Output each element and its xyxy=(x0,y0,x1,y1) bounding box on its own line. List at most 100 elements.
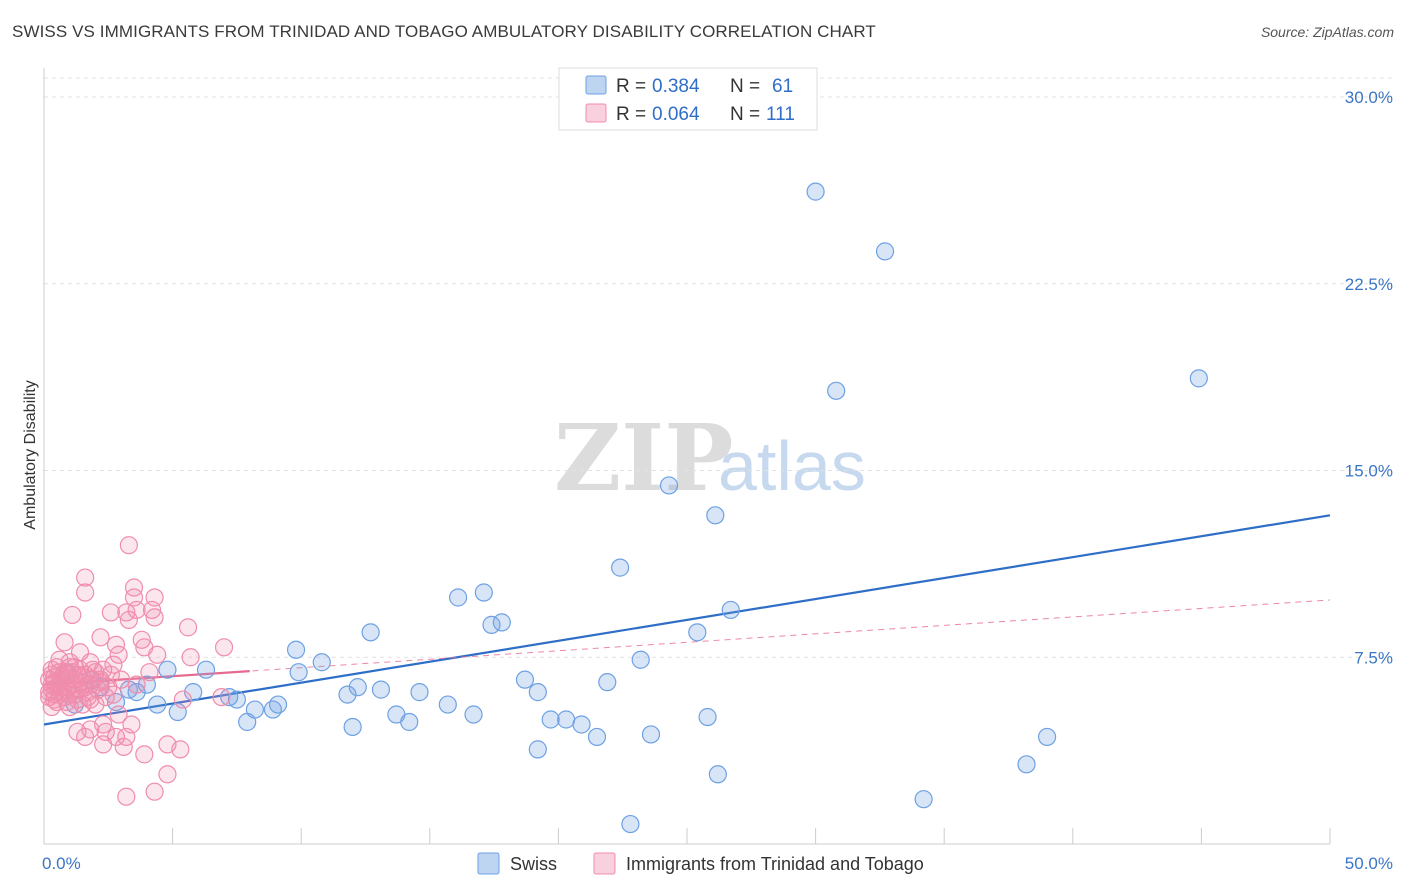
x-tick-label: 0.0% xyxy=(42,854,81,873)
tt-point xyxy=(55,633,74,652)
legend-swatch-swiss xyxy=(585,75,607,95)
tt-point xyxy=(109,705,128,724)
swiss-point xyxy=(127,683,146,702)
swiss-point xyxy=(492,613,511,632)
swiss-point xyxy=(1037,727,1057,747)
y-tick-label: 30.0% xyxy=(1345,88,1393,107)
tt-point xyxy=(119,610,138,630)
legend-swatch-tt xyxy=(585,103,607,123)
tt-point xyxy=(114,737,133,756)
swiss-point xyxy=(806,182,825,201)
legend-n-value: 111 xyxy=(766,104,795,125)
swiss-point xyxy=(148,695,167,714)
tt-trend-line-dashed xyxy=(43,599,1331,686)
swiss-point xyxy=(721,600,740,620)
swiss-point xyxy=(474,583,493,602)
swiss-point xyxy=(631,650,650,669)
y-axis-label: Ambulatory Disability xyxy=(22,380,39,529)
swiss-point xyxy=(598,673,617,692)
swiss-point xyxy=(348,678,367,697)
tt-point xyxy=(47,692,66,712)
swiss-point xyxy=(541,710,560,729)
tt-point xyxy=(117,787,136,806)
tt-point xyxy=(76,583,95,602)
swiss-point xyxy=(400,712,419,732)
data-points xyxy=(40,182,1208,834)
chart-title: SWISS VS IMMIGRANTS FROM TRINIDAD AND TO… xyxy=(12,22,876,41)
swiss-point xyxy=(641,725,661,744)
swiss-point xyxy=(448,588,468,607)
swiss-point xyxy=(343,717,362,737)
tt-point xyxy=(171,740,190,759)
tt-point xyxy=(178,618,198,637)
tt-point xyxy=(112,670,131,689)
legend-swatch-swiss xyxy=(477,852,500,875)
swiss-point xyxy=(286,640,306,659)
swiss-point xyxy=(875,242,895,261)
tt-point xyxy=(119,536,138,555)
tt-point xyxy=(104,685,123,704)
watermark-atlas: atlas xyxy=(718,427,866,505)
tt-point xyxy=(109,645,128,664)
tt-point xyxy=(68,680,87,699)
swiss-point xyxy=(708,765,727,784)
legend-swatch-tt xyxy=(593,852,616,875)
swiss-point xyxy=(515,670,535,689)
swiss-point xyxy=(827,381,846,400)
legend-n-value: 61 xyxy=(772,76,793,97)
tt-point xyxy=(158,765,177,784)
y-tick-label: 15.0% xyxy=(1345,462,1393,481)
tt-point xyxy=(81,690,100,709)
axes xyxy=(43,68,1331,845)
tt-point xyxy=(173,690,192,709)
y-tick-label: 7.5% xyxy=(1354,648,1393,667)
tt-point xyxy=(132,630,151,649)
y-tick-label: 22.5% xyxy=(1345,275,1393,294)
legend-r-label: R = xyxy=(616,76,646,97)
swiss-point xyxy=(1017,755,1036,774)
tt-point xyxy=(181,648,200,667)
swiss-trend-line xyxy=(43,514,1331,726)
swiss-point xyxy=(184,683,203,702)
swiss-point xyxy=(158,660,177,679)
swiss-point xyxy=(227,690,246,709)
series-legend: Swiss Immigrants from Trinidad and Tobag… xyxy=(477,852,924,875)
legend-label-tt: Immigrants from Trinidad and Tobago xyxy=(626,854,924,874)
swiss-point xyxy=(621,814,640,834)
swiss-point xyxy=(528,740,547,759)
stats-legend: R = 0.384 N = 61 R = 0.064 N = 111 xyxy=(558,67,818,131)
swiss-point xyxy=(289,663,308,682)
tt-point xyxy=(148,645,167,664)
tt-point xyxy=(76,665,95,684)
tt-point xyxy=(42,665,61,684)
swiss-point xyxy=(1189,369,1208,388)
swiss-point xyxy=(587,727,607,747)
legend-label-swiss: Swiss xyxy=(510,854,557,874)
swiss-point xyxy=(268,695,288,714)
tt-point xyxy=(91,628,110,647)
swiss-point xyxy=(688,623,707,642)
swiss-point xyxy=(263,700,283,719)
tt-point xyxy=(101,665,120,684)
tt-point xyxy=(145,782,164,801)
x-tick-label: 50.0% xyxy=(1345,854,1393,873)
tt-point xyxy=(124,578,144,597)
swiss-point xyxy=(361,623,380,642)
tt-point xyxy=(127,675,146,694)
tt-point xyxy=(135,745,154,764)
tt-point xyxy=(140,663,159,682)
legend-n-label: N = xyxy=(730,104,760,125)
tt-point xyxy=(63,605,82,625)
tt-point xyxy=(76,727,95,747)
tt-point xyxy=(65,658,84,677)
tick-labels: 7.5% 15.0% 22.5% 30.0% 0.0% 50.0% xyxy=(42,88,1393,873)
legend-n-label: N = xyxy=(730,76,760,97)
tt-point xyxy=(76,568,95,587)
tt-point xyxy=(142,600,162,620)
legend-r-value: 0.384 xyxy=(652,76,700,97)
swiss-point xyxy=(196,660,216,679)
swiss-point xyxy=(659,476,679,495)
tt-point xyxy=(214,638,234,657)
swiss-point xyxy=(238,712,257,732)
